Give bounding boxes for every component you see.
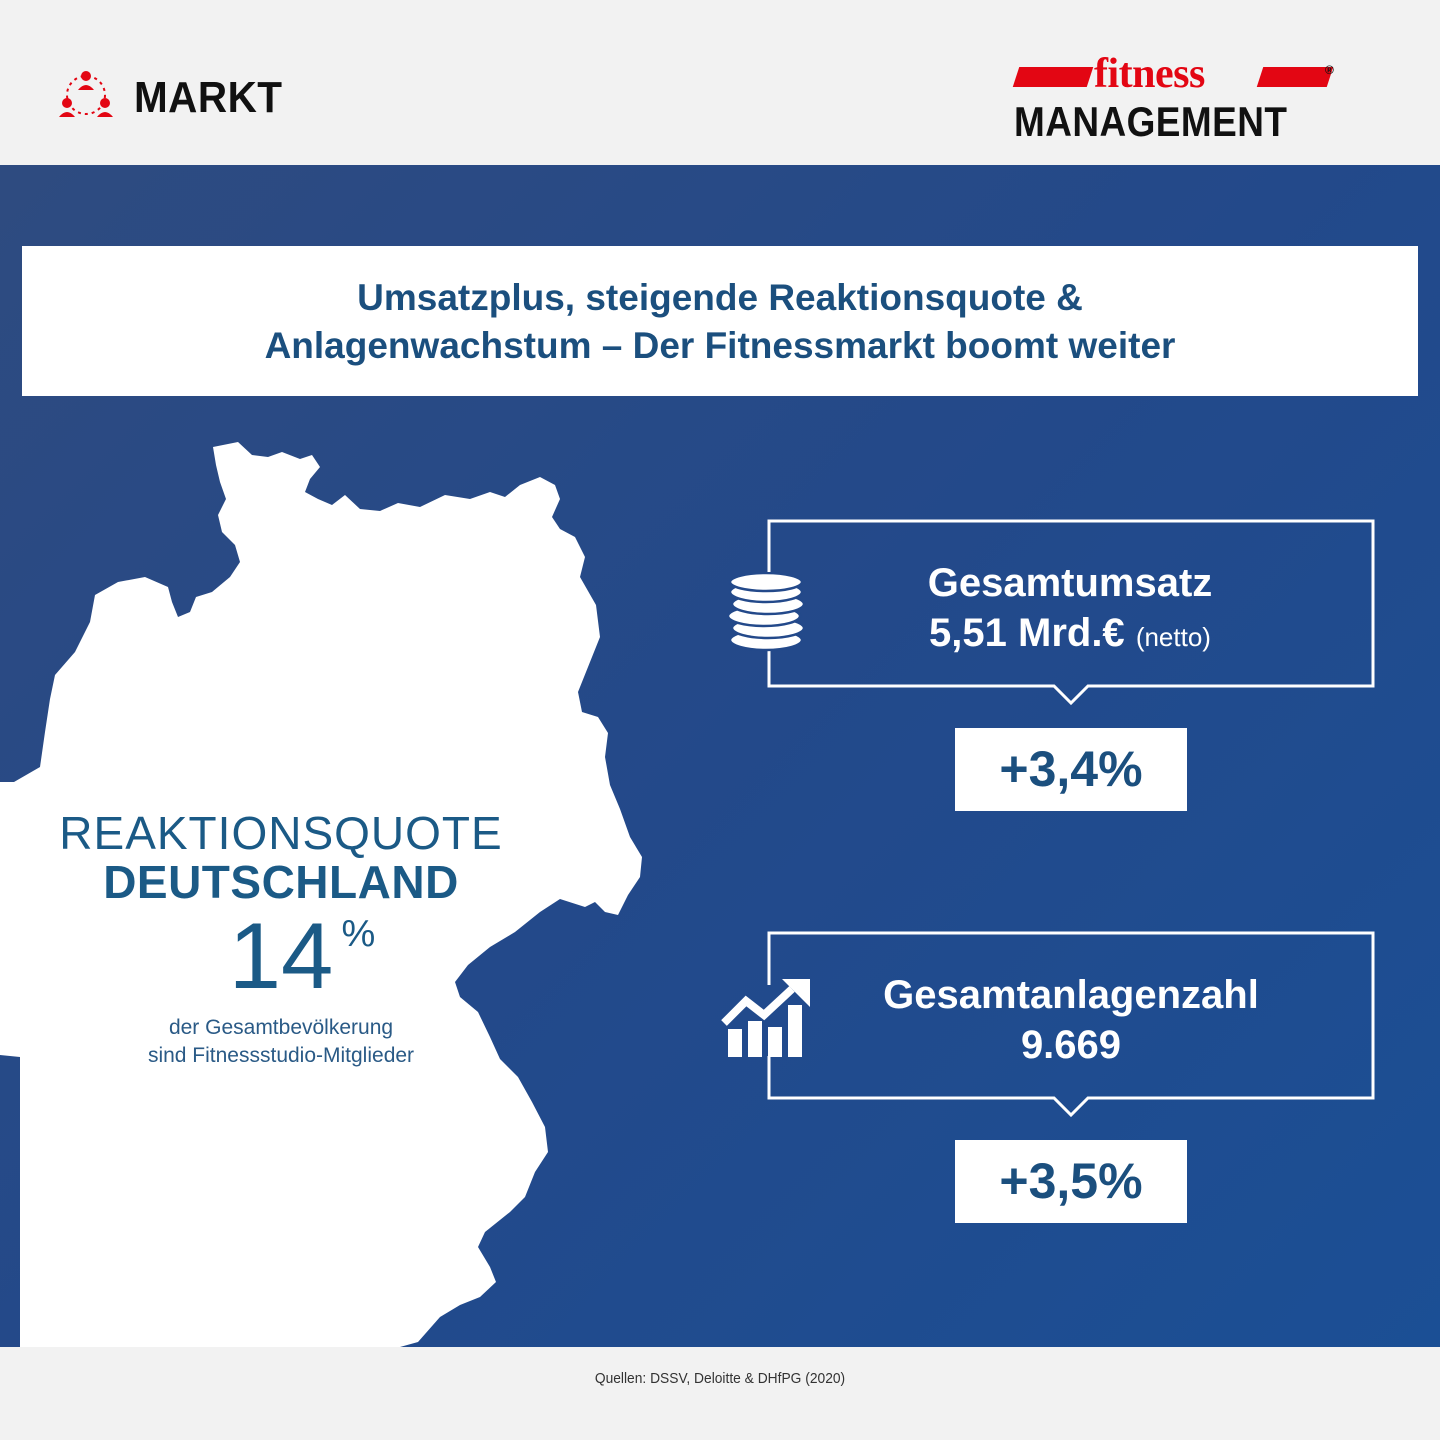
logo-red-bar-left: [1012, 67, 1094, 87]
headline-line-1: Umsatzplus, steigende Reaktionsquote &: [357, 277, 1083, 318]
reaktionsquote-title: REAKTIONSQUOTE: [59, 807, 503, 859]
logo-registered-mark: ®: [1325, 63, 1334, 77]
stat-facilities-text: Gesamtanlagenzahl 9.669: [850, 972, 1292, 1068]
infographic-panel: Umsatzplus, steigende Reaktionsquote & A…: [0, 165, 1440, 1347]
reaktionsquote-description: der Gesamtbevölkerung sind Fitnessstudio…: [48, 1014, 514, 1070]
coin-stack-icon: [726, 572, 806, 652]
sources-note: Quellen: DSSV, Deloitte & DHfPG (2020): [594, 1370, 846, 1387]
logo-word-fitness: fitness: [1094, 51, 1205, 97]
stat-revenue-title: Gesamtumsatz: [927, 561, 1213, 605]
stat-revenue-note: (netto): [1135, 622, 1211, 652]
reaktionsquote-block: REAKTIONSQUOTE DEUTSCHLAND 14 % der Gesa…: [48, 808, 514, 1070]
stat-facilities-change-badge: +3,5%: [955, 1140, 1187, 1223]
headline-line-2: Anlagenwachstum – Der Fitnessmarkt boomt…: [264, 325, 1176, 366]
stat-revenue-value: 5,51 Mrd.€: [929, 611, 1125, 655]
stat-frame-facilities: [767, 931, 1375, 1118]
section-label: MARKT: [134, 73, 283, 122]
people-network-icon: [59, 71, 113, 117]
logo-word-management: MANAGEMENT: [1014, 98, 1288, 145]
headline-box: Umsatzplus, steigende Reaktionsquote & A…: [22, 246, 1418, 396]
fitness-management-logo: fitness ® MANAGEMENT: [1012, 51, 1344, 145]
growth-chart-icon: [721, 979, 810, 1057]
headline: Umsatzplus, steigende Reaktionsquote & A…: [22, 274, 1418, 370]
stat-revenue-change-badge: +3,4%: [955, 728, 1187, 811]
reaktionsquote-desc-line-1: der Gesamtbevölkerung: [168, 1016, 394, 1039]
reaktionsquote-country: DEUTSCHLAND: [103, 856, 459, 908]
stat-revenue-change: +3,4%: [999, 741, 1143, 797]
reaktionsquote-percent-sign: %: [341, 913, 376, 955]
stat-revenue-text: Gesamtumsatz 5,51 Mrd.€ (netto): [860, 560, 1280, 660]
stat-facilities-title: Gesamtanlagenzahl: [883, 973, 1259, 1017]
reaktionsquote-desc-line-2: sind Fitnessstudio-Mitglieder: [147, 1044, 415, 1067]
germany-map-silhouette: [0, 442, 642, 1347]
reaktionsquote-value: 14 %: [229, 908, 376, 1004]
header-bar: MARKT fitness ® MANAGEMENT: [0, 0, 1440, 165]
stat-facilities-value: 9.669: [1020, 1023, 1122, 1067]
stat-facilities-change: +3,5%: [999, 1153, 1143, 1209]
reaktionsquote-number: 14: [228, 903, 334, 1008]
stat-frame-revenue: [767, 519, 1375, 706]
stat-revenue-value-line: 5,51 Mrd.€ (netto): [860, 610, 1280, 660]
logo-red-bar-right: [1256, 67, 1334, 87]
